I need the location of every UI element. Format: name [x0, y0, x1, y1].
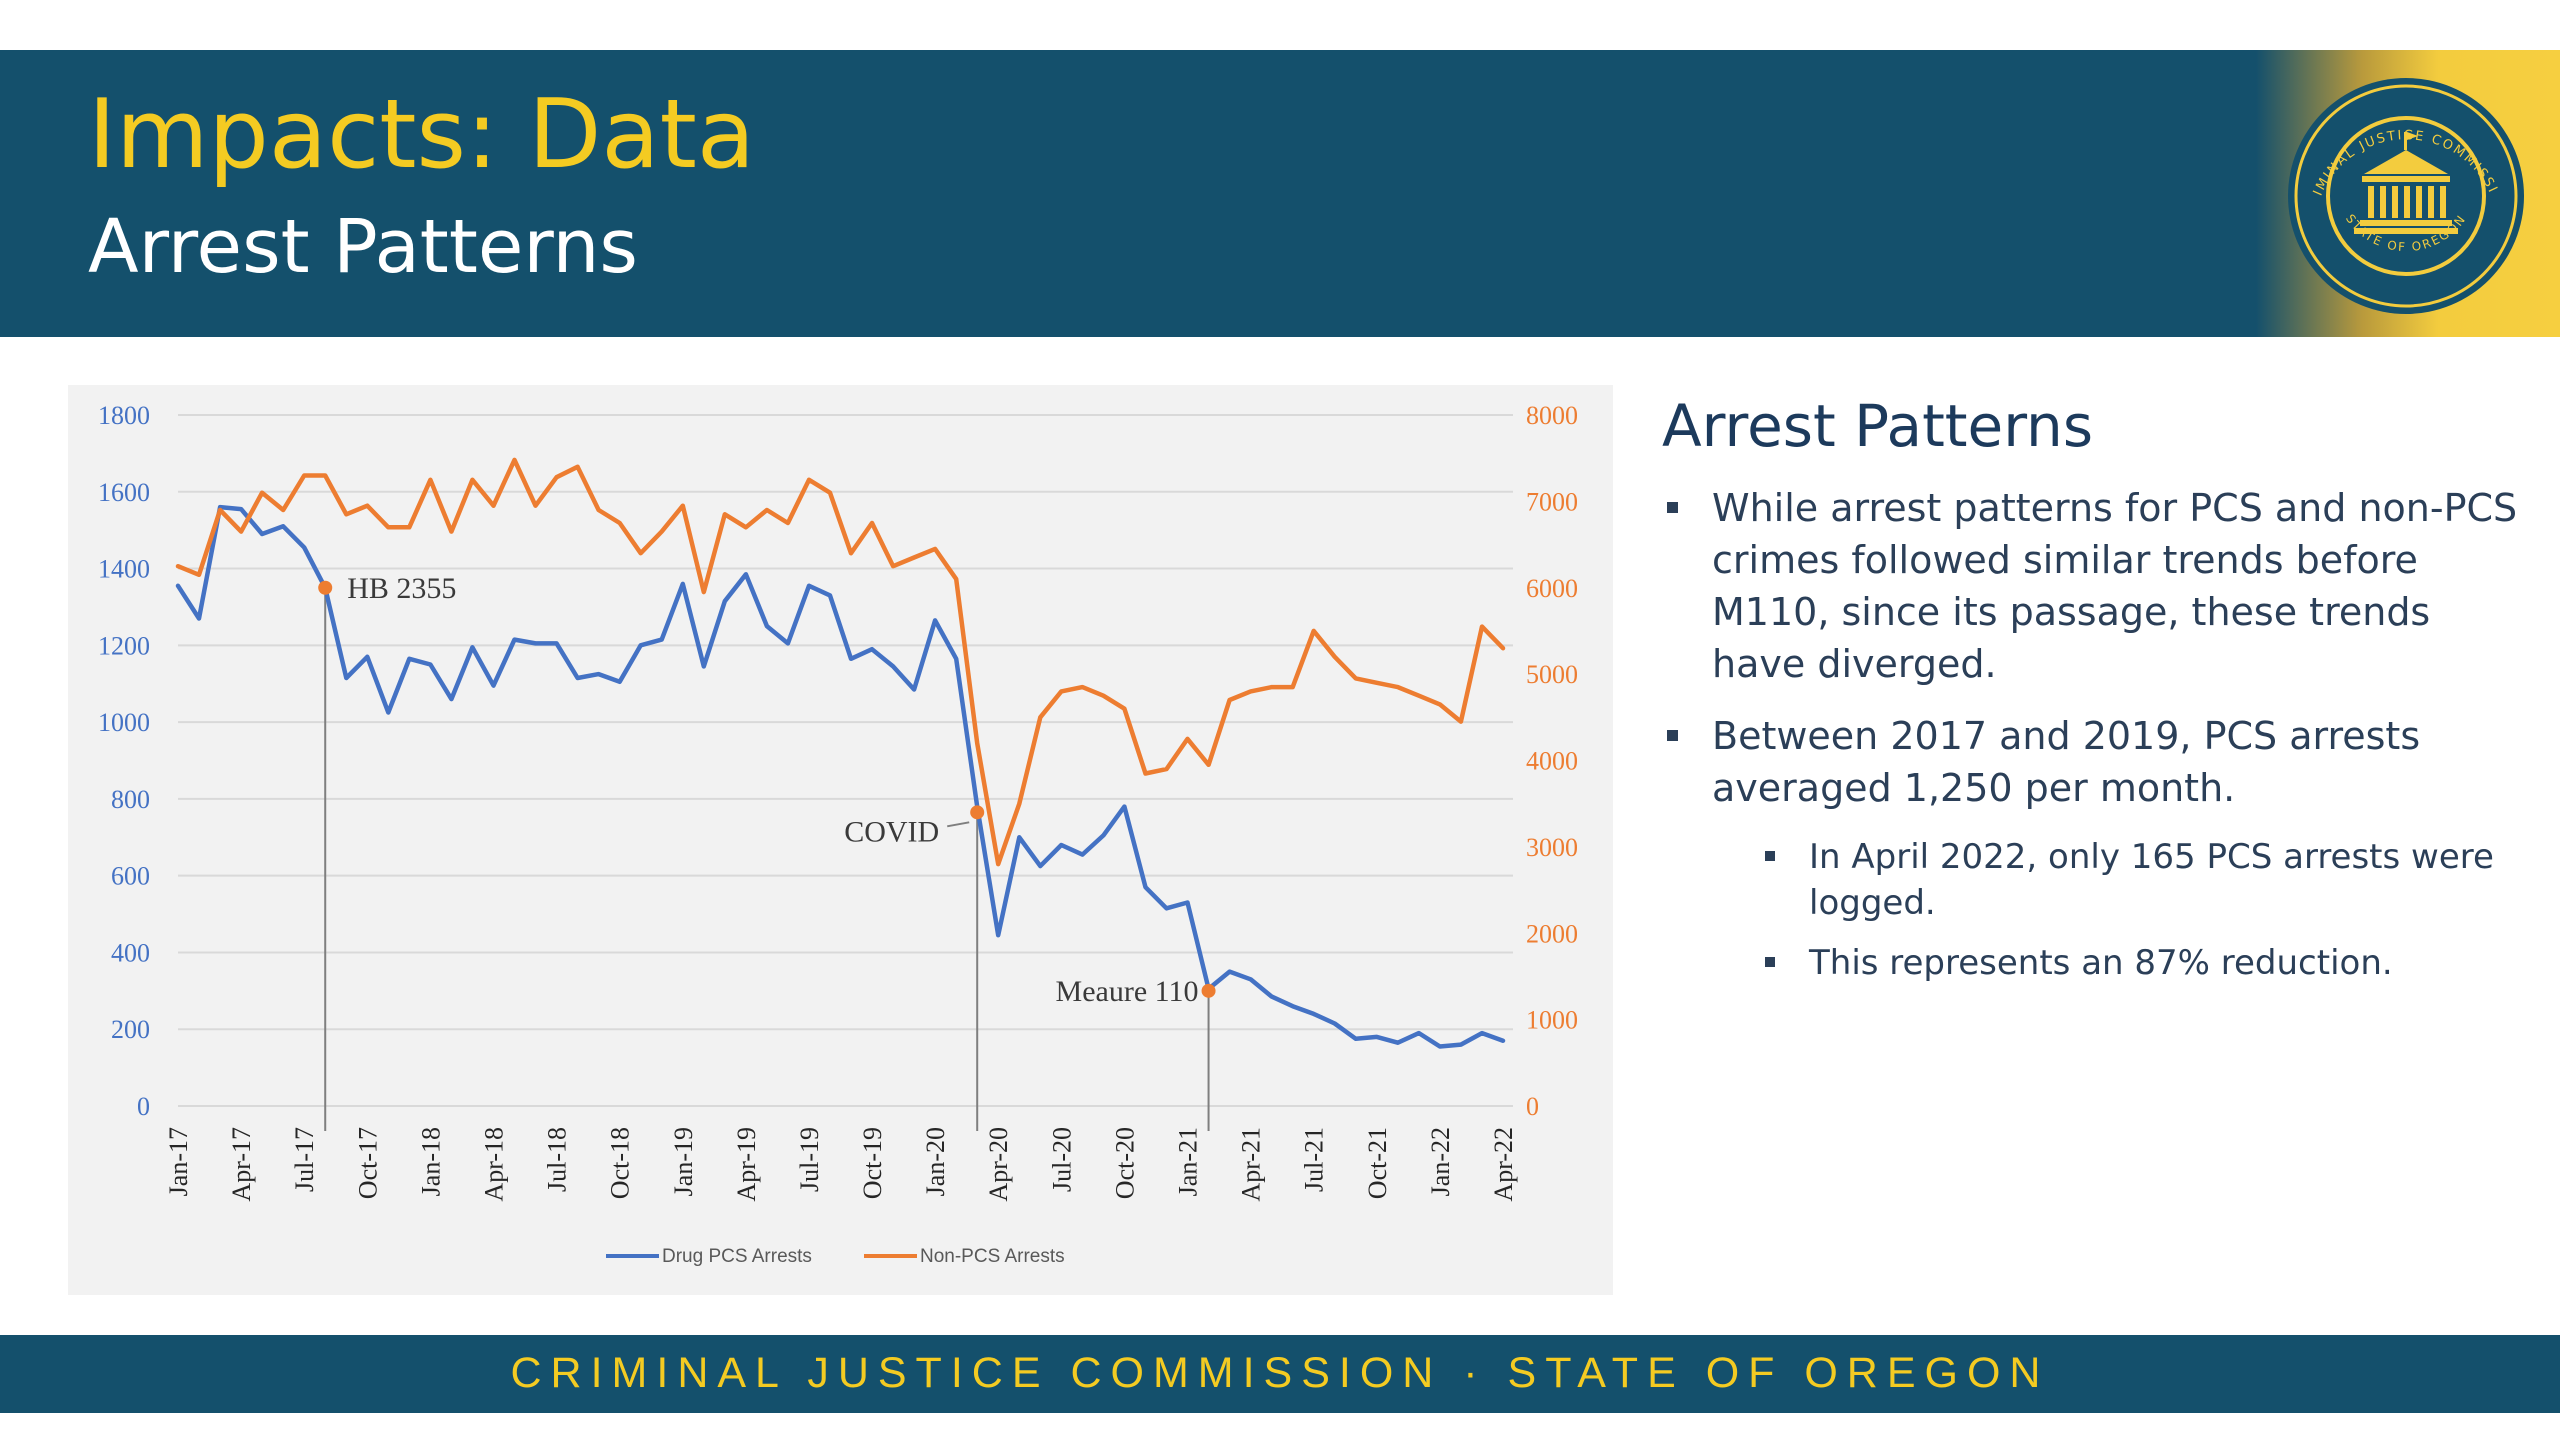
- right-axis-tick-label: 2000: [1526, 919, 1578, 948]
- slide-title: Impacts: Data: [88, 80, 756, 190]
- seal-band: CRIMINAL JUSTICE COMMISSION STATE OF ORE…: [2250, 39, 2560, 337]
- right-axis-tick-label: 7000: [1526, 487, 1578, 516]
- slide-subtitle: Arrest Patterns: [88, 204, 638, 290]
- left-axis-tick-label: 1200: [98, 631, 150, 660]
- series-line-drug-pcs: [175, 504, 1506, 1049]
- x-axis-tick-label: Jul-20: [1047, 1127, 1076, 1192]
- right-axis-tick-label: 1000: [1526, 1006, 1578, 1035]
- x-axis-tick-label: Jan-22: [1426, 1127, 1455, 1196]
- x-axis-tick-label: Oct-20: [1110, 1127, 1139, 1199]
- left-axis-tick-label: 200: [111, 1015, 150, 1044]
- sub-bullet-item: This represents an 87% reduction.: [1662, 940, 2522, 986]
- annotation-label: COVID: [844, 815, 939, 848]
- left-axis-tick-label: 0: [137, 1092, 150, 1121]
- x-axis-tick-label: Apr-21: [1237, 1127, 1266, 1202]
- right-axis-tick-label: 8000: [1526, 401, 1578, 430]
- right-axis-tick-label: 5000: [1526, 660, 1578, 689]
- right-axis-tick-label: 0: [1526, 1092, 1539, 1121]
- panel-heading: Arrest Patterns: [1662, 392, 2094, 460]
- right-axis-tick-label: 6000: [1526, 574, 1578, 603]
- commission-seal-logo: CRIMINAL JUSTICE COMMISSION STATE OF ORE…: [2250, 39, 2524, 314]
- left-axis-tick-label: 1600: [98, 478, 150, 507]
- x-axis-tick-label: Apr-19: [732, 1127, 761, 1202]
- x-axis-tick-label: Oct-19: [858, 1127, 887, 1199]
- legend-label-drug-pcs: Drug PCS Arrests: [662, 1246, 812, 1267]
- x-axis-tick-label: Oct-18: [606, 1127, 635, 1199]
- bullet-text: Between 2017 and 2019, PCS arrests avera…: [1712, 714, 2421, 810]
- bullet-square-icon: [1765, 851, 1775, 861]
- annotation-marker: [1201, 983, 1216, 998]
- x-axis-tick-label: Jan-20: [921, 1127, 950, 1196]
- x-axis-tick-label: Apr-22: [1489, 1127, 1518, 1202]
- x-axis-tick-label: Oct-21: [1363, 1127, 1392, 1199]
- x-axis-tick-label: Oct-17: [353, 1127, 382, 1199]
- left-axis-tick-label: 800: [111, 785, 150, 814]
- annotation-marker: [318, 580, 333, 595]
- series-line-non-pcs: [175, 457, 1506, 867]
- text-panel: Arrest Patterns While arrest patterns fo…: [1662, 392, 2522, 1000]
- bullet-square-icon: [1667, 502, 1678, 513]
- bullet-square-icon: [1667, 730, 1678, 741]
- x-axis-tick-label: Jul-19: [795, 1127, 824, 1192]
- annotation-connector: [947, 821, 970, 828]
- sub-bullet-item: In April 2022, only 165 PCS arrests were…: [1662, 834, 2522, 926]
- annotation-label: HB 2355: [347, 572, 456, 605]
- footer-text: CRIMINAL JUSTICE COMMISSION · STATE OF O…: [510, 1349, 2050, 1397]
- header-bar: [0, 50, 2560, 337]
- annotation-marker: [970, 805, 985, 820]
- bullet-item: Between 2017 and 2019, PCS arrests avera…: [1662, 710, 2522, 814]
- left-axis-tick-label: 400: [111, 938, 150, 967]
- bullet-square-icon: [1765, 957, 1775, 967]
- sub-bullet-text: This represents an 87% reduction.: [1809, 943, 2393, 983]
- x-axis-tick-label: Jan-17: [164, 1127, 193, 1196]
- annotation-label: Meaure 110: [1056, 975, 1199, 1008]
- bullet-item: While arrest patterns for PCS and non-PC…: [1662, 482, 2522, 690]
- x-axis-tick-label: Jan-21: [1174, 1127, 1203, 1196]
- x-axis-tick-label: Apr-20: [984, 1127, 1013, 1202]
- left-axis-tick-label: 1400: [98, 555, 150, 584]
- bullet-text: While arrest patterns for PCS and non-PC…: [1712, 486, 2518, 686]
- left-axis-tick-label: 1000: [98, 708, 150, 737]
- x-axis-tick-label: Jul-21: [1300, 1127, 1329, 1192]
- footer-bar: CRIMINAL JUSTICE COMMISSION · STATE OF O…: [0, 1335, 2560, 1413]
- sub-bullet-text: In April 2022, only 165 PCS arrests were…: [1809, 837, 2494, 923]
- x-axis-tick-label: Jan-18: [416, 1127, 445, 1196]
- left-axis-tick-label: 600: [111, 862, 150, 891]
- left-axis-tick-label: 1800: [98, 401, 150, 430]
- legend-label-non-pcs: Non-PCS Arrests: [920, 1246, 1065, 1267]
- x-axis-tick-label: Jan-19: [669, 1127, 698, 1196]
- chart-panel: 0 200 400 600 800 1000 1200 1400 1600 1800 0 1000 20…: [68, 385, 1613, 1295]
- x-axis-tick-label: Jul-18: [543, 1127, 572, 1192]
- right-axis-tick-label: 4000: [1526, 747, 1578, 776]
- arrest-line-chart: 0 200 400 600 800 1000 1200 1400 1600 1800 0 1000 20…: [98, 401, 1578, 1267]
- x-axis-tick-label: Apr-18: [479, 1127, 508, 1202]
- x-axis-tick-label: Apr-17: [227, 1127, 256, 1202]
- right-axis-tick-label: 3000: [1526, 833, 1578, 862]
- x-axis-tick-label: Jul-17: [290, 1127, 319, 1192]
